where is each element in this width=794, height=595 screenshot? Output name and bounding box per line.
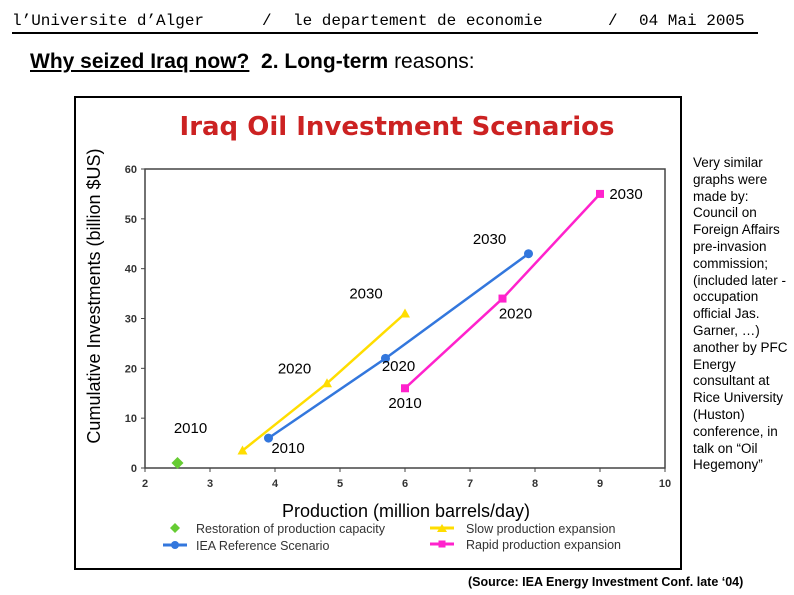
data-point-3 (596, 189, 604, 198)
y-tick-label: 40 (125, 264, 137, 276)
data-point-1 (381, 353, 390, 363)
header-date: 04 Mai 2005 (639, 12, 745, 30)
header-university: l’Universite d’Alger (12, 12, 205, 30)
x-tick-label: 2 (142, 478, 148, 490)
year-label: 2010 (271, 440, 304, 457)
plot-area (144, 168, 666, 469)
y-axis-label: Cumulative Investments (billion $US) (84, 148, 104, 443)
year-label: 2010 (174, 420, 207, 437)
x-tick-label: 3 (207, 478, 213, 490)
legend-marker-2 (437, 524, 447, 532)
slide-header: l’Universite d’Alger / le departement de… (12, 12, 758, 34)
side-note: Very similar graphs were made by: Counci… (693, 155, 788, 473)
data-point-0 (171, 457, 184, 470)
title-question: Why seized Iraq now? (30, 50, 250, 73)
x-tick-label: 5 (337, 478, 343, 490)
y-tick-label: 50 (125, 214, 137, 226)
title-reasons: reasons: (394, 50, 475, 73)
header-department: le departement de economie (293, 12, 543, 30)
title-section: 2. Long-term (261, 50, 389, 73)
y-tick-label: 0 (131, 463, 137, 475)
source-citation: (Source: IEA Energy Investment Conf. lat… (468, 575, 744, 589)
data-point-1 (524, 249, 533, 259)
x-tick-label: 6 (402, 478, 408, 490)
chart-title: Iraq Oil Investment Scenarios (180, 112, 615, 142)
header-separator: / (608, 12, 618, 30)
year-label: 2030 (473, 231, 506, 248)
legend-marker-0 (170, 523, 180, 533)
legend-label: Slow production expansion (466, 522, 615, 536)
x-tick-label: 9 (597, 478, 603, 490)
year-label: 2030 (609, 186, 642, 203)
slide-title: Why seized Iraq now? 2. Long-term reason… (30, 50, 475, 74)
data-point-1 (264, 433, 273, 443)
y-tick-label: 60 (125, 164, 137, 176)
x-tick-label: 8 (532, 478, 538, 490)
year-label: 2030 (349, 286, 382, 303)
y-tick-label: 20 (125, 363, 137, 375)
year-label: 2010 (388, 395, 421, 412)
data-point-2 (322, 378, 332, 388)
legend-label: Restoration of production capacity (196, 522, 386, 536)
data-point-2 (237, 445, 248, 455)
x-tick-label: 4 (272, 478, 279, 490)
legend-label: Rapid production expansion (466, 538, 621, 552)
data-point-3 (401, 384, 409, 393)
year-label: 2020 (382, 358, 415, 375)
y-tick-label: 30 (125, 314, 137, 326)
year-label: 2020 (499, 306, 532, 323)
x-tick-label: 10 (659, 478, 671, 490)
data-point-2 (400, 308, 410, 318)
legend-label: IEA Reference Scenario (196, 539, 329, 553)
y-tick-label: 10 (125, 413, 137, 425)
x-tick-label: 7 (467, 478, 473, 490)
header-separator: / (262, 12, 272, 30)
x-axis-label: Production (million barrels/day) (282, 501, 530, 521)
year-label: 2020 (278, 360, 311, 377)
data-point-3 (498, 294, 507, 303)
legend-marker-1 (171, 541, 179, 549)
legend-marker-3 (438, 540, 446, 548)
